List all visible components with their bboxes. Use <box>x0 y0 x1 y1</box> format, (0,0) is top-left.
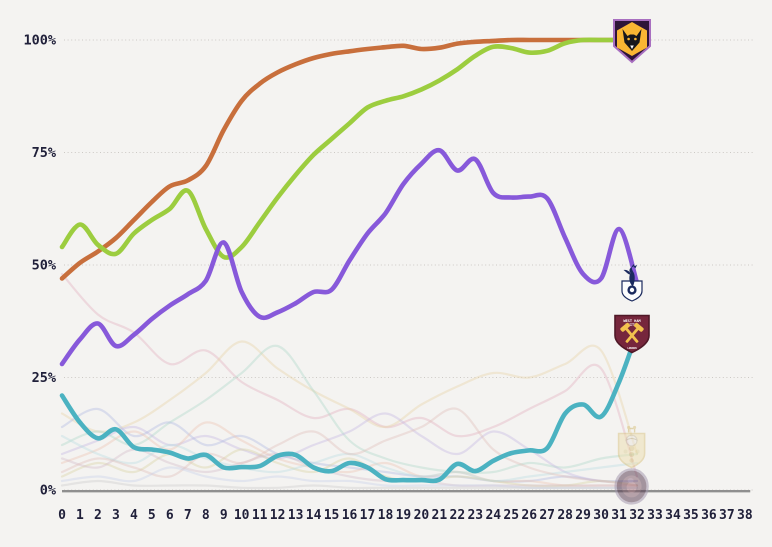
x-axis-label: 12 <box>270 508 286 523</box>
x-axis-label: 16 <box>342 508 358 523</box>
x-axis-label: 2 <box>94 508 102 523</box>
x-axis-label: 36 <box>701 508 717 523</box>
x-axis-label: 0 <box>58 508 66 523</box>
x-axis-label: 13 <box>288 508 304 523</box>
series-layer <box>59 37 640 484</box>
x-axis-label: 4 <box>130 508 138 523</box>
y-axis-label: 0% <box>40 483 57 499</box>
west-ham-logo-text-line2: UNITED <box>626 323 639 327</box>
series-purple-line <box>59 147 640 367</box>
series-green-line <box>59 37 640 260</box>
west-ham-logo-text-line1: WEST HAM <box>623 319 641 323</box>
x-axis-label: 27 <box>539 508 555 523</box>
x-axis-label: 34 <box>665 508 681 523</box>
x-axis-label: 30 <box>593 508 609 523</box>
x-axis-label: 15 <box>324 508 340 523</box>
background-series-seafoam-line <box>60 344 639 474</box>
x-axis-label: 26 <box>521 508 537 523</box>
x-axis-label: 8 <box>202 508 210 523</box>
x-axis-label: 1 <box>76 508 84 523</box>
x-axis-label: 11 <box>252 508 268 523</box>
background-series-palegray-line <box>60 479 639 490</box>
x-axis-label: 25 <box>503 508 519 523</box>
y-axis-label: 25% <box>32 370 57 386</box>
axis-layer: 0%25%50%75%100%0 1 2 3 4 5 6 7 8 9 10 11 12 13 14 15 16 1… <box>23 33 752 524</box>
x-axis-label: 3 <box>112 508 120 523</box>
x-axis-label: 14 <box>306 508 322 523</box>
x-axis-label: 7 <box>184 508 192 523</box>
x-axis-label: 28 <box>557 508 573 523</box>
tottenham-logo-icon <box>621 263 643 302</box>
x-axis-label: 38 <box>737 508 753 523</box>
background-series-gold-line <box>60 340 639 456</box>
west-ham-logo-icon: WEST HAM UNITED LONDON <box>614 314 650 354</box>
x-axis-label: 21 <box>432 508 448 523</box>
x-axis-label: 18 <box>378 508 394 523</box>
faded-team-logo-dark-icon <box>614 468 649 505</box>
y-axis-label: 75% <box>32 145 57 161</box>
x-axis-label: 10 <box>234 508 250 523</box>
x-axis-label: 20 <box>414 508 430 523</box>
x-axis-label: 23 <box>467 508 483 523</box>
x-axis-label: 32 <box>629 508 645 523</box>
y-axis-label: 50% <box>32 258 57 274</box>
series-teal-line <box>59 330 640 484</box>
background-series-paleblue-line <box>60 466 639 490</box>
x-axis-label: 24 <box>485 508 501 523</box>
background-series-layer <box>60 272 751 493</box>
x-axis-label: 35 <box>683 508 699 523</box>
faded-team-logo-yellow-icon <box>617 425 646 469</box>
series-orange-line <box>59 37 640 281</box>
background-series-periwinkle-line <box>60 407 639 483</box>
logo-layer: WEST HAM UNITED LONDON <box>613 19 651 505</box>
wolves-logo-icon <box>613 19 651 64</box>
y-axis-label: 100% <box>23 33 56 49</box>
x-axis-label: 19 <box>396 508 412 523</box>
background-series-mauve-line <box>60 448 639 487</box>
west-ham-logo-text-line3: LONDON <box>627 346 637 350</box>
background-series-olive-line <box>60 448 639 488</box>
background-series-salmon-line <box>60 421 639 487</box>
x-axis-label: 37 <box>719 508 735 523</box>
x-axis-label: 9 <box>220 508 228 523</box>
background-series-rose-line <box>60 272 639 478</box>
x-axis-label: 22 <box>450 508 466 523</box>
x-axis-label: 33 <box>647 508 663 523</box>
x-axis-label: 31 <box>611 508 627 523</box>
x-axis-label: 6 <box>166 508 174 523</box>
background-series-dustyrose-line <box>60 407 639 487</box>
x-axis-label: 17 <box>360 508 376 523</box>
x-axis-label: 29 <box>575 508 591 523</box>
x-axis-label: 5 <box>148 508 156 523</box>
background-series-lavender-line <box>60 412 639 483</box>
